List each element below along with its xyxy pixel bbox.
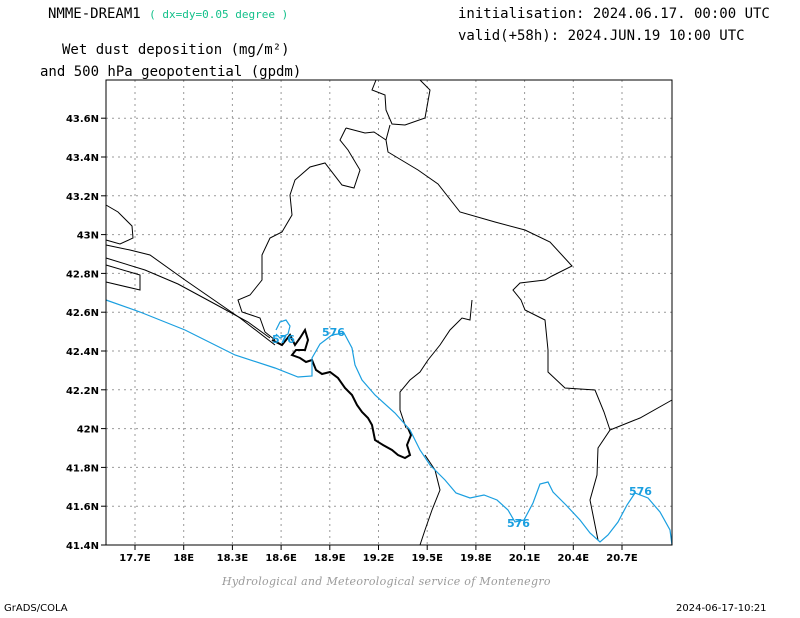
border-lines — [105, 79, 673, 546]
lon-tick-label: 20.7E — [606, 553, 638, 564]
lon-tick-label: 19.5E — [411, 553, 443, 564]
contour-label-576: 576 — [507, 517, 530, 530]
lon-tick-label: 18.6E — [265, 553, 297, 564]
lon-tick-label: 18.3E — [217, 553, 249, 564]
lat-tick-label: 43.6N — [66, 114, 99, 125]
coast-italy-4 — [105, 244, 276, 346]
coast-italy-2 — [105, 257, 271, 339]
lon-tick-label: 19.8E — [460, 553, 492, 564]
lat-tick-label: 41.6N — [66, 502, 99, 513]
border-bih-serbia — [385, 139, 611, 541]
lon-tick-label: 19.2E — [363, 553, 395, 564]
coast-italy-1 — [105, 204, 134, 245]
border-albania-macedonia — [419, 454, 441, 546]
contour-label-576: 576 — [272, 333, 295, 346]
contour-label-576: 576 — [629, 485, 652, 498]
coast-italy-3 — [105, 264, 141, 291]
contour-label-576: 576 — [322, 326, 345, 339]
border-albania — [399, 299, 473, 429]
field-title-line2: and 500 hPa geopotential (gpdm) — [40, 64, 302, 80]
border-north — [371, 79, 431, 126]
montenegro-coastline — [271, 327, 413, 460]
lon-tick-label: 18E — [173, 553, 194, 564]
lat-tick-label: 41.4N — [66, 541, 99, 552]
render-timestamp: 2024-06-17-10:21 — [676, 603, 767, 614]
lat-tick-label: 43.4N — [66, 153, 99, 164]
lat-tick-label: 41.8N — [66, 463, 99, 474]
lat-tick-label: 42.2N — [66, 386, 99, 397]
border-croatia-bih — [237, 124, 391, 341]
credit-text: Hydrological and Meteorological service … — [222, 575, 551, 588]
geopotential-contour-576 — [105, 299, 673, 546]
model-name: NMME-DREAM1 — [48, 6, 141, 22]
lat-tick-label: 42.6N — [66, 308, 99, 319]
lon-tick-label: 17.7E — [119, 553, 151, 564]
model-title: NMME-DREAM1 ( dx=dy=0.05 degree ) — [48, 6, 288, 22]
lat-tick-label: 42.8N — [66, 269, 99, 280]
field-title-line1: Wet dust deposition (mg/m²) — [62, 42, 290, 58]
software-label: GrADS/COLA — [4, 603, 68, 614]
lat-tick-label: 43.2N — [66, 192, 99, 203]
lon-tick-label: 20.1E — [509, 553, 541, 564]
lat-tick-label: 42.4N — [66, 347, 99, 358]
resolution-label: ( dx=dy=0.05 degree ) — [149, 8, 289, 21]
valid-time: valid(+58h): 2024.JUN.19 10:00 UTC — [458, 28, 745, 44]
lon-tick-label: 18.9E — [314, 553, 346, 564]
border-albania-kosovo — [609, 399, 673, 431]
lon-tick-label: 20.4E — [558, 553, 590, 564]
graticule-grid — [106, 80, 672, 545]
lat-tick-label: 42N — [77, 425, 99, 436]
axis-ticks: 17.7E 18E 18.3E 18.6E 18.9E 19.2E 19.5E 19.8E 20… — [66, 114, 638, 564]
lat-tick-label: 43N — [77, 231, 99, 242]
initialisation-time: initialisation: 2024.06.17. 00:00 UTC — [458, 6, 770, 22]
